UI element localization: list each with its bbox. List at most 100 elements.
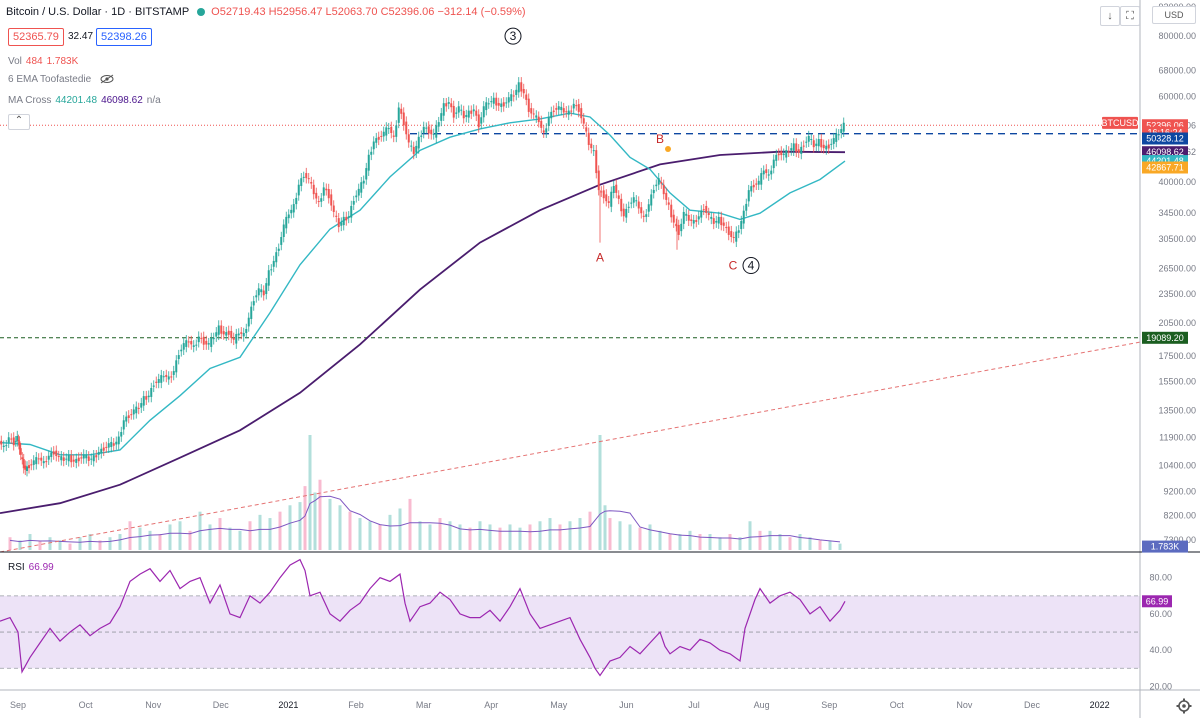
- ma-slow-value: 46098.62: [101, 95, 143, 106]
- candle-body: [367, 154, 370, 171]
- volume-bar: [318, 479, 322, 550]
- candle-body: [235, 334, 238, 344]
- candle-body: [635, 200, 638, 202]
- candle-body: [787, 151, 790, 153]
- chevron-up-icon[interactable]: ⌃: [8, 114, 30, 130]
- annotations-layer: 3 B A C 4: [504, 27, 760, 275]
- bid-price-box[interactable]: 52365.79: [8, 28, 64, 46]
- candle-body: [230, 330, 233, 338]
- volume-bar: [313, 492, 317, 550]
- candle-body: [317, 201, 320, 203]
- candle-body: [465, 115, 468, 117]
- candle-body: [442, 103, 445, 116]
- candle-body: [360, 182, 363, 193]
- volume-bar: [328, 498, 332, 550]
- price-tick-label: 11900.00: [1159, 432, 1196, 442]
- time-tick-label: Apr: [484, 700, 498, 710]
- symbol-tag-label: BTCUSD: [1101, 118, 1139, 128]
- candle-body: [210, 337, 213, 347]
- ma-cross-legend[interactable]: MA Cross 44201.48 46098.62 n/a: [8, 95, 161, 106]
- candle-body: [792, 143, 795, 151]
- volume-bar: [648, 524, 652, 550]
- candle-body: [745, 203, 748, 211]
- candle-body: [390, 126, 393, 134]
- candle-body: [552, 110, 555, 112]
- ask-price-box[interactable]: 52398.26: [96, 28, 152, 46]
- rsi-tick-label: 40.00: [1149, 645, 1172, 655]
- rsi-legend[interactable]: RSI 66.99: [8, 562, 54, 573]
- candle-body: [45, 461, 48, 463]
- volume-bar: [568, 521, 572, 550]
- rsi-line: [0, 558, 846, 677]
- candle-body: [325, 188, 328, 191]
- candle-body: [592, 150, 595, 152]
- candle-body: [22, 459, 25, 469]
- volume-bar: [288, 505, 292, 550]
- candle-body: [432, 133, 435, 135]
- candle-body: [587, 132, 590, 145]
- wave-circle: [504, 27, 522, 45]
- candle-body: [132, 409, 135, 415]
- volume-bar: [303, 486, 307, 550]
- volume-bar: [128, 521, 132, 550]
- candle-body: [117, 436, 120, 445]
- candle-body: [505, 102, 508, 104]
- candle-body: [26, 466, 28, 471]
- price-tag-label: 46098.62: [1146, 147, 1184, 157]
- candle-body: [470, 110, 473, 114]
- candle-body: [150, 387, 153, 397]
- hidden-eye-icon[interactable]: [100, 74, 114, 84]
- candle-body: [330, 194, 333, 206]
- ma-fast-value: 44201.48: [55, 95, 98, 106]
- candle-body: [305, 173, 308, 179]
- candle-body: [810, 139, 813, 141]
- volume-bar: [388, 514, 392, 550]
- arrow-down-icon[interactable]: ↓: [1100, 6, 1120, 26]
- candle-body: [540, 120, 543, 128]
- volume-bar: [768, 530, 772, 550]
- candle-body: [12, 437, 15, 446]
- candle-body: [675, 223, 678, 227]
- candle-body: [180, 349, 183, 352]
- volume-bar: [588, 511, 592, 550]
- volume-bar: [818, 540, 822, 550]
- volume-legend[interactable]: Vol 484 1.783K: [8, 56, 78, 67]
- candle-body: [685, 213, 688, 216]
- candle-body: [817, 139, 820, 147]
- candle-body: [830, 143, 833, 145]
- volume-bar: [718, 537, 722, 550]
- currency-selector[interactable]: USD: [1152, 6, 1196, 24]
- candle-body: [500, 103, 503, 107]
- candle-body: [157, 379, 160, 383]
- candle-body: [17, 439, 20, 441]
- candle-body: [212, 337, 215, 340]
- volume-bar: [348, 511, 352, 550]
- candle-body: [750, 186, 753, 192]
- candle-body: [102, 447, 105, 451]
- fullscreen-icon[interactable]: ⛶: [1120, 6, 1140, 26]
- candle-body: [700, 210, 703, 218]
- ema-legend[interactable]: 6 EMA Toofastedie: [8, 74, 114, 85]
- candle-body: [260, 289, 263, 293]
- candle-body: [382, 131, 385, 137]
- candle-body: [205, 340, 208, 345]
- candle-body: [637, 201, 640, 209]
- candle-body: [835, 133, 838, 142]
- candle-body: [320, 198, 323, 202]
- candle-body: [480, 117, 483, 124]
- volume-bar: [628, 524, 632, 550]
- volume-bar: [738, 537, 742, 550]
- time-axis[interactable]: Sep Oct Nov Dec 2021 Feb Mar Apr May Jun Jul Aug Sep…: [10, 700, 1110, 710]
- symbol-title[interactable]: Bitcoin / U.S. Dollar · 1D · BITSTAMP: [6, 6, 190, 18]
- volume-bar: [758, 530, 762, 550]
- gear-icon[interactable]: [1176, 698, 1192, 714]
- candle-body: [55, 450, 58, 457]
- candle-body: [417, 136, 420, 149]
- candle-body: [172, 371, 175, 375]
- price-tick-label: 7300.00: [1163, 535, 1196, 545]
- candle-body: [622, 208, 625, 217]
- price-tick-label: 17500.00: [1158, 351, 1196, 361]
- ma-cross-value: n/a: [146, 95, 161, 106]
